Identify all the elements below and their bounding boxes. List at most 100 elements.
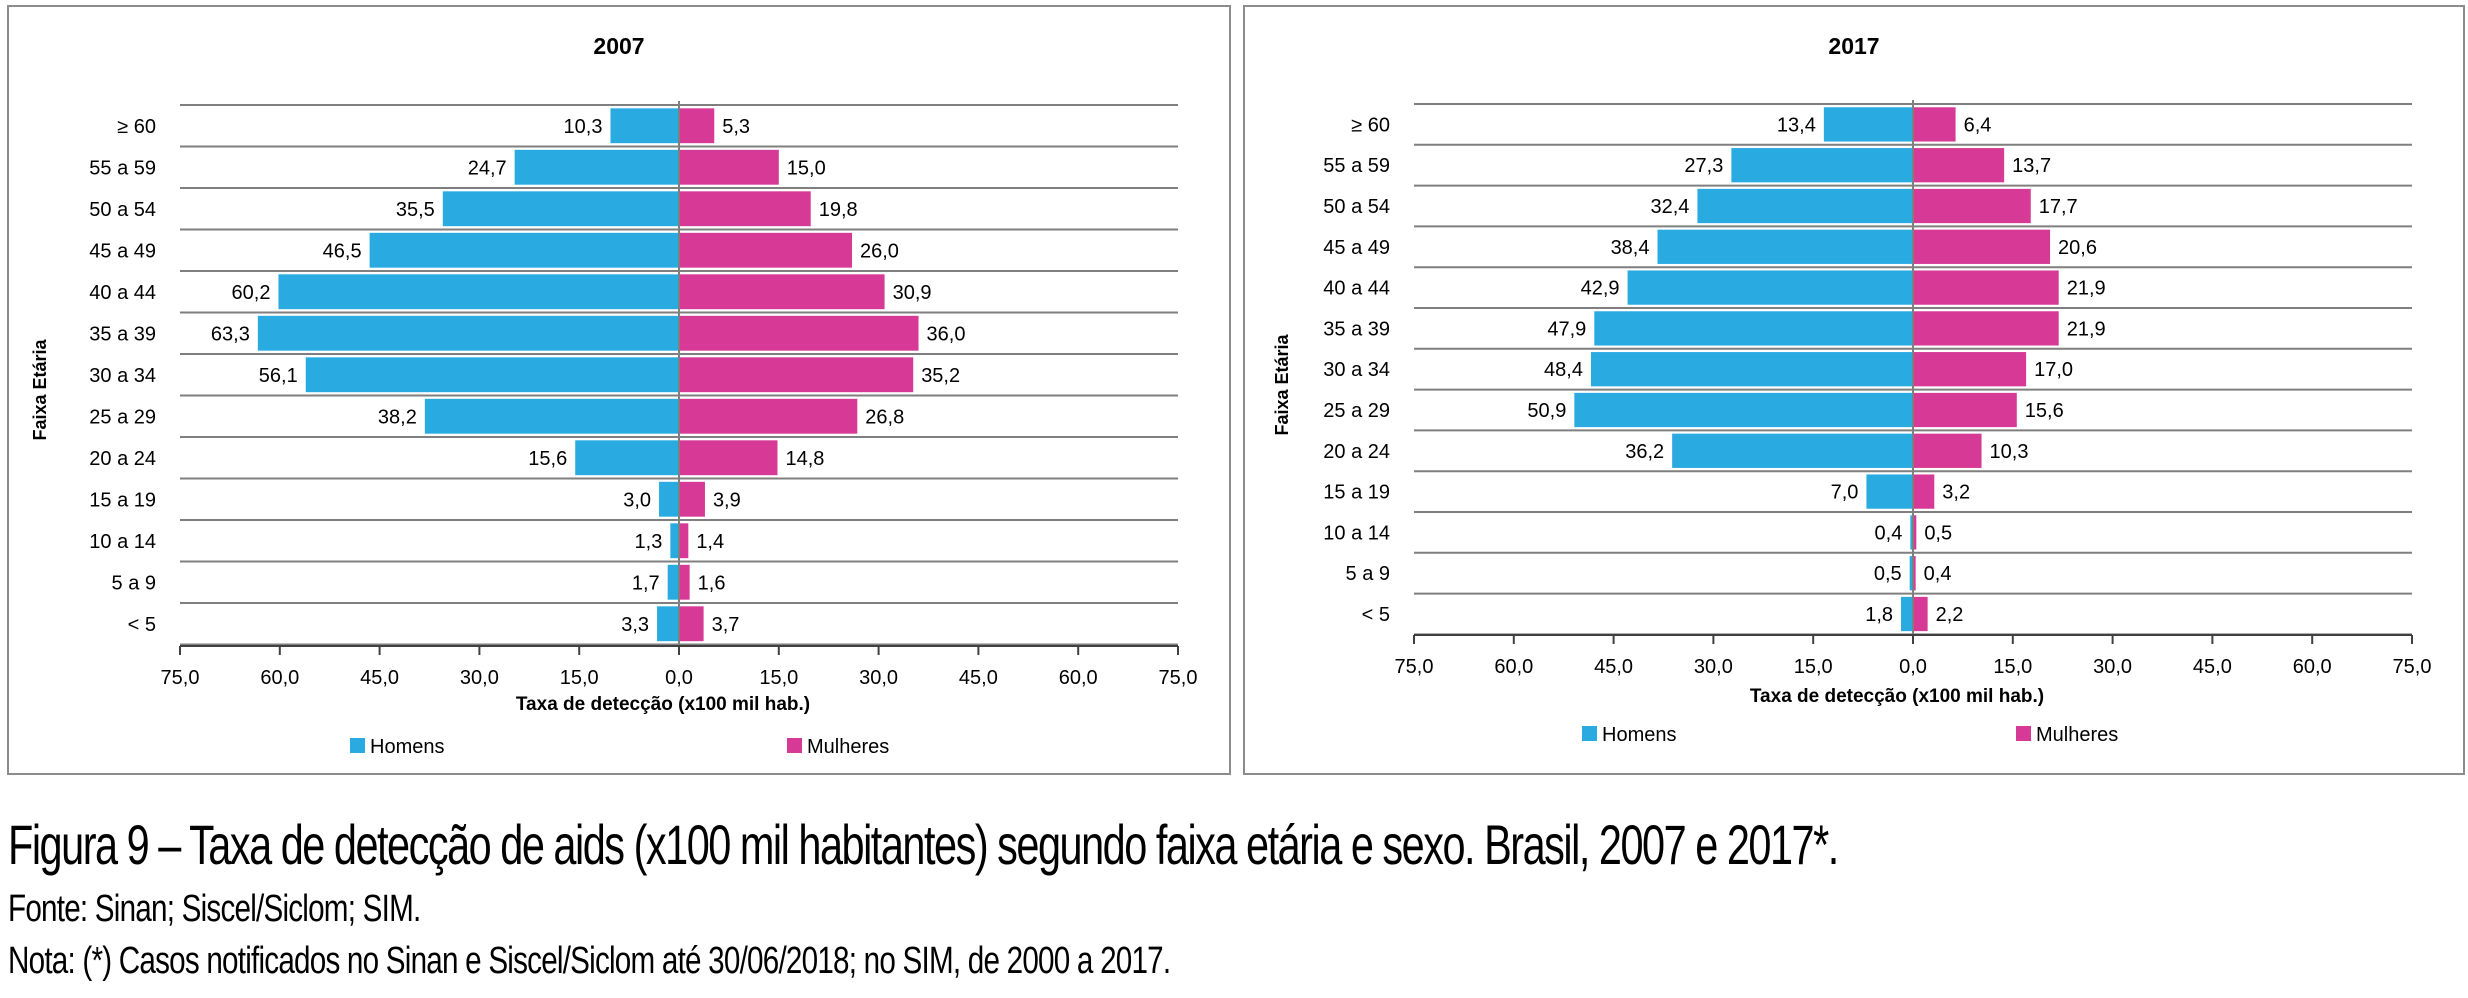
bar-mulheres [679,274,885,310]
chart-title: 2017 [1828,33,1879,59]
data-label-mulheres: 26,8 [865,406,904,428]
bar-mulheres [1913,433,1982,468]
figure-caption-title: Figura 9 – Taxa de detecção de aids (x10… [8,813,1839,876]
data-label-mulheres: 15,6 [2025,400,2064,422]
x-tick-label: 30,0 [460,667,499,689]
data-label-homens: 50,9 [1527,400,1566,422]
category-label: < 5 [128,614,156,636]
bar-homens [1574,392,1913,428]
data-label-homens: 56,1 [259,365,298,387]
category-label: ≥ 60 [1351,114,1390,136]
data-label-homens: 35,5 [396,199,435,221]
data-label-mulheres: 13,7 [2012,155,2051,177]
bar-homens [424,398,679,434]
data-label-mulheres: 5,3 [722,116,750,138]
bar-homens [305,357,679,393]
category-label: 10 a 14 [89,531,156,553]
bar-homens [1627,270,1913,305]
bar-mulheres [1913,148,2005,183]
x-tick-label: 15,0 [1794,656,1833,678]
category-label: 30 a 34 [89,365,156,387]
x-tick-label: 30,0 [2093,656,2132,678]
data-label-homens: 32,4 [1650,196,1689,218]
category-label: 55 a 59 [89,157,156,179]
category-label: ≥ 60 [117,116,156,138]
bar-homens [1731,148,1913,183]
bar-mulheres [679,564,690,600]
legend-label-mulheres: Mulheres [2036,724,2118,746]
category-label: 35 a 39 [89,323,156,345]
x-tick-label: 75,0 [1159,667,1198,689]
category-label: 5 a 9 [1346,563,1390,585]
bar-homens [575,440,679,476]
bar-mulheres [1913,392,2017,428]
data-label-mulheres: 15,0 [787,157,826,179]
charts-canvas: 2007 Faixa Etária ≥ 60 10,3 5,3 55 a 59 24,7 15… [7,5,2465,775]
bar-mulheres [679,191,811,227]
data-label-homens: 1,7 [632,572,660,594]
x-tick-label: 45,0 [360,667,399,689]
x-tick-label: 75,0 [1395,656,1434,678]
category-label: 20 a 24 [1323,441,1390,463]
bar-homens [610,108,679,144]
data-label-homens: 36,2 [1625,441,1664,463]
legend-swatch-mulheres [787,738,802,753]
category-label: 20 a 24 [89,448,156,470]
bar-mulheres [1913,107,1956,142]
data-label-mulheres: 0,5 [1924,522,1952,544]
bar-homens [667,564,679,600]
x-tick-label: 0,0 [1899,656,1927,678]
data-label-mulheres: 36,0 [927,323,966,345]
x-tick-label: 0,0 [665,667,693,689]
x-tick-label: 45,0 [959,667,998,689]
legend-swatch-homens [350,738,365,753]
y-axis-title: Faixa Etária [30,338,50,440]
data-label-mulheres: 1,4 [696,531,724,553]
x-tick-label: 15,0 [560,667,599,689]
bar-mulheres [1913,596,1928,632]
data-label-mulheres: 6,4 [1964,114,1992,136]
bar-homens [1590,352,1913,387]
data-label-mulheres: 30,9 [893,282,932,304]
chart-frame-2007 [7,5,1231,775]
bar-homens [257,315,679,351]
data-label-homens: 13,4 [1777,114,1816,136]
data-label-homens: 0,5 [1874,563,1902,585]
x-tick-label: 60,0 [1494,656,1533,678]
x-tick-label: 45,0 [1594,656,1633,678]
data-label-homens: 0,4 [1875,522,1903,544]
figure-caption-note: Nota: (*) Casos notificados no Sinan e S… [8,940,1171,982]
bar-mulheres [679,523,689,559]
category-label: 30 a 34 [1323,359,1390,381]
bar-homens [278,274,679,310]
data-label-homens: 42,9 [1581,278,1620,300]
data-label-mulheres: 26,0 [860,240,899,262]
category-label: 35 a 39 [1323,318,1390,340]
x-tick-label: 30,0 [859,667,898,689]
data-label-mulheres: 3,9 [713,489,741,511]
category-label: 25 a 29 [1323,400,1390,422]
bar-mulheres [679,315,919,351]
x-tick-label: 75,0 [161,667,200,689]
bar-mulheres [1913,474,1935,509]
category-label: 15 a 19 [1323,482,1390,504]
bar-mulheres [679,357,914,393]
category-label: 25 a 29 [89,406,156,428]
category-label: 5 a 9 [112,572,156,594]
data-label-homens: 27,3 [1684,155,1723,177]
category-label: 15 a 19 [89,489,156,511]
bar-mulheres [1913,352,2027,387]
bar-homens [1910,515,1913,550]
data-label-mulheres: 20,6 [2058,237,2097,259]
x-tick-label: 60,0 [1059,667,1098,689]
figure-caption-source: Fonte: Sinan; Siscel/Siclom; SIM. [8,888,421,930]
x-tick-label: 60,0 [2293,656,2332,678]
chart-title: 2007 [593,33,644,59]
x-tick-label: 15,0 [1993,656,2032,678]
bar-homens [1697,188,1913,224]
bar-homens [1594,311,1913,346]
category-label: 55 a 59 [1323,155,1390,177]
data-label-mulheres: 2,2 [1936,604,1964,626]
bar-homens [657,606,679,642]
data-label-mulheres: 17,0 [2034,359,2073,381]
